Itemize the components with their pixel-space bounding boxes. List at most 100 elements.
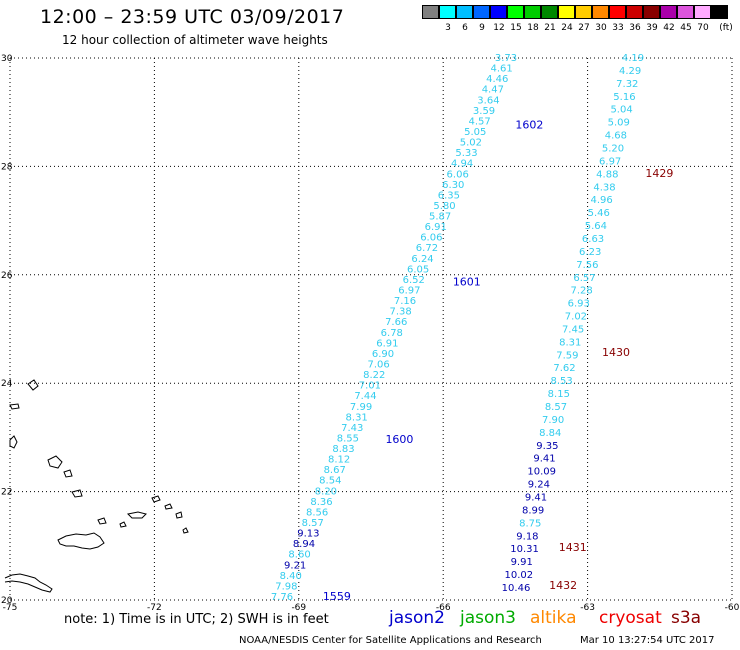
- lat-tick-label: 28: [1, 162, 13, 172]
- wave-height-value: 8.54: [319, 476, 341, 487]
- lat-tick-label: 22: [1, 488, 12, 498]
- wave-height-value: 4.94: [451, 159, 473, 170]
- wave-height-value: 5.46: [588, 208, 610, 219]
- wave-height-value: 8.55: [337, 433, 359, 444]
- lat-tick-label: 20: [1, 596, 13, 606]
- pass-time-label: 1431: [559, 541, 587, 554]
- legend-label: 33: [612, 23, 624, 33]
- lat-tick-label: 30: [1, 54, 13, 64]
- puerto-rico-coastline: [126, 511, 147, 519]
- legend-label: 18: [527, 23, 539, 33]
- wave-height-value: 3.73: [495, 53, 517, 64]
- legend-label: 30: [595, 23, 607, 33]
- wave-height-value: 8.75: [519, 518, 541, 529]
- wave-height-value: 5.87: [429, 212, 451, 223]
- legend-swatch: [660, 5, 677, 19]
- wave-height-value: 5.64: [585, 221, 607, 232]
- pass-time-label: 1600: [385, 433, 413, 446]
- wave-height-value: 4.61: [490, 64, 512, 75]
- wave-height-value: 7.59: [556, 350, 578, 361]
- wave-height-value: 6.63: [582, 234, 604, 245]
- lon-tick-label: -72: [147, 603, 162, 613]
- wave-height-value: 3.59: [473, 106, 495, 117]
- lat-tick-label: 26: [1, 271, 13, 281]
- pass-time-label: 1430: [602, 346, 630, 359]
- wave-height-value: 7.44: [354, 391, 376, 402]
- pass-time-label: 1602: [515, 118, 543, 131]
- legend-swatch: [643, 5, 660, 19]
- wave-height-value: 3.64: [477, 95, 499, 106]
- legend-swatch: [694, 5, 711, 19]
- bahamas-island-4: [71, 489, 83, 498]
- antilles-small: [119, 521, 189, 534]
- wave-height-value: 8.57: [545, 402, 567, 413]
- hispaniola-coastline: [57, 532, 105, 550]
- legend-swatch: [575, 5, 592, 19]
- wave-height-value: 7.16: [394, 296, 416, 307]
- wave-height-value: 9.21: [284, 560, 306, 571]
- wave-height-value: 7.56: [576, 260, 598, 271]
- wave-height-value: 8.84: [539, 428, 561, 439]
- wave-height-value: 7.98: [275, 581, 297, 592]
- wave-height-value: 6.91: [376, 338, 398, 349]
- coastline: [4, 379, 189, 593]
- wave-height-value: 8.31: [346, 412, 368, 423]
- wave-height-value: 4.96: [590, 195, 612, 206]
- wave-height-value: 6.78: [381, 328, 403, 339]
- satellite-name: jason3: [460, 608, 516, 628]
- wave-height-value: 7.06: [367, 359, 389, 370]
- wave-height-value: 6.23: [579, 247, 601, 258]
- legend-swatch: [609, 5, 626, 19]
- wave-height-value: 7.62: [553, 363, 575, 374]
- legend-label: 39: [646, 23, 658, 33]
- wave-height-value: 7.38: [389, 307, 411, 318]
- legend-label: 70: [697, 23, 709, 33]
- wave-height-value: 4.19: [622, 53, 644, 64]
- map-grid: -75 -72 -69 -66 -63 -60 30 28 26 24 22 20: [1, 54, 740, 613]
- legend-swatch: [439, 5, 456, 19]
- wave-height-value: 8.20: [315, 486, 337, 497]
- wave-height-value: 8.67: [324, 465, 346, 476]
- wave-height-value: 6.93: [568, 299, 590, 310]
- legend-swatch: [711, 5, 728, 19]
- wave-height-value: 7.66: [385, 317, 407, 328]
- bahamas-island-2: [47, 455, 63, 469]
- pass-time-label: 1432: [549, 579, 577, 592]
- wave-height-value: 5.04: [610, 105, 632, 116]
- wave-height-value: 9.91: [511, 557, 533, 568]
- wave-height-value: 6.52: [403, 275, 425, 286]
- wave-height-value: 8.99: [522, 505, 544, 516]
- legend-swatch: [592, 5, 609, 19]
- satellite-name: s3a: [671, 608, 702, 628]
- page-title: 12:00 – 23:59 UTC 03/09/2017: [40, 6, 345, 28]
- legend-label: 24: [561, 23, 573, 33]
- wave-height-value: 4.68: [605, 131, 627, 142]
- legend-label: 12: [493, 23, 505, 33]
- wave-height-value: 9.41: [533, 454, 555, 465]
- wave-height-value: 7.45: [562, 324, 584, 335]
- wave-height-value: 5.02: [460, 138, 482, 149]
- wave-height-value: 4.47: [482, 85, 504, 96]
- wave-height-value: 6.91: [425, 222, 447, 233]
- wave-height-value: 6.06: [447, 169, 469, 180]
- wave-height-value: 9.41: [525, 493, 547, 504]
- legend-swatch: [558, 5, 575, 19]
- legend-label: 36: [629, 23, 641, 33]
- satellite-name: altika: [530, 608, 577, 628]
- legend-swatch: [677, 5, 694, 19]
- wave-height-value: 7.43: [341, 423, 363, 434]
- bahamas-island-3: [63, 469, 73, 478]
- legend-swatch: [456, 5, 473, 19]
- wave-height-value: 6.97: [599, 156, 621, 167]
- legend-label: 21: [544, 23, 556, 33]
- cuba-coastline: [4, 573, 53, 593]
- wave-height-value: 9.13: [297, 529, 319, 540]
- wave-height-value: 6.05: [407, 264, 429, 275]
- wave-height-value: 5.16: [613, 92, 635, 103]
- wave-height-value: 5.80: [433, 201, 455, 212]
- wave-height-value: 4.88: [596, 169, 618, 180]
- wave-height-value: 8.40: [280, 571, 302, 582]
- bahamas-andros: [9, 435, 18, 449]
- bahamas-island-1: [9, 403, 20, 410]
